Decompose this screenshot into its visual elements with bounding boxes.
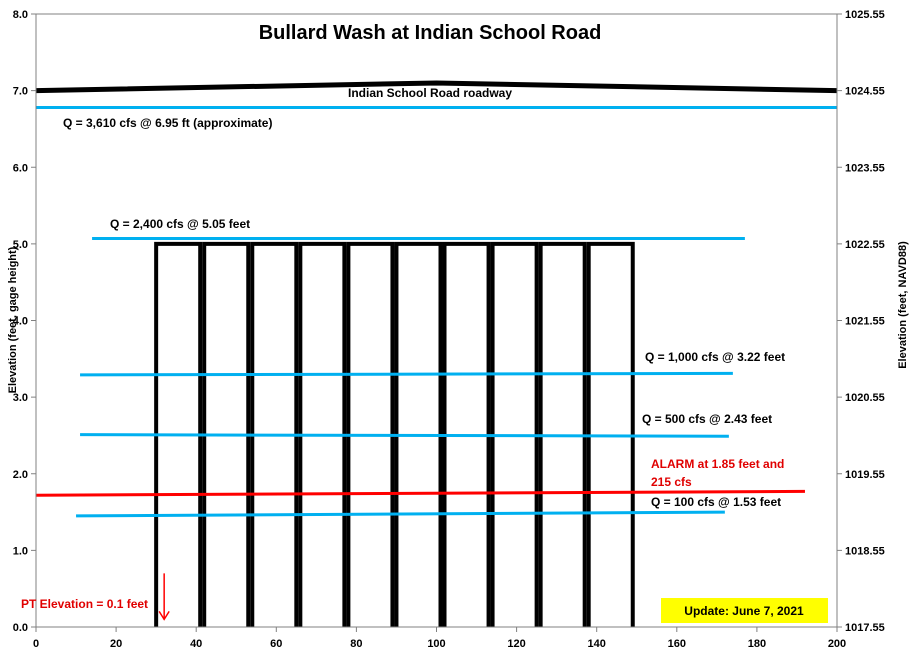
alarm-label-line2: 215 cfs xyxy=(651,475,692,489)
flow-line xyxy=(76,510,725,518)
y-right-tick-label: 1021.55 xyxy=(845,316,885,328)
y-right-tick-label: 1017.55 xyxy=(845,622,885,634)
x-tick-label: 160 xyxy=(668,638,686,650)
y-left-tick-label: 8.0 xyxy=(13,9,28,21)
x-tick-label: 0 xyxy=(33,638,39,650)
y-left-tick-label: 1.0 xyxy=(13,545,28,557)
y-right-tick-label: 1023.55 xyxy=(845,162,885,174)
chart-annotations: Indian School Road roadway Q = 3,610 cfs … xyxy=(21,86,828,623)
y-axis-right-title: Elevation (feet, NAVD88) xyxy=(897,241,909,369)
y-right-tick-label: 1019.55 xyxy=(845,469,885,481)
pt-arrow-head xyxy=(158,610,170,621)
y-left-tick-label: 5.0 xyxy=(13,239,28,251)
y-left-tick-label: 2.0 xyxy=(13,469,28,481)
roadway-label: Indian School Road roadway xyxy=(348,86,512,100)
y-right-tick-label: 1020.55 xyxy=(845,392,885,404)
roadway-line xyxy=(35,80,838,94)
flow-label-3610: Q = 3,610 cfs @ 6.95 ft (approximate) xyxy=(63,116,272,130)
y-axis-left: 0.0 1.0 2.0 3.0 4.0 5.0 6.0 7.0 8.0 xyxy=(13,9,36,634)
flow-label-100: Q = 100 cfs @ 1.53 feet xyxy=(651,495,781,509)
x-tick-label: 200 xyxy=(828,638,846,650)
alarm-label-line1: ALARM at 1.85 feet and xyxy=(651,457,784,471)
y-right-tick-label: 1024.55 xyxy=(845,86,885,98)
x-tick-label: 120 xyxy=(507,638,525,650)
y-right-tick-label: 1018.55 xyxy=(845,545,885,557)
y-left-tick-label: 6.0 xyxy=(13,162,28,174)
flow-line xyxy=(80,371,733,377)
y-axis-right: 1017.55 1018.55 1019.55 1020.55 1021.55 1022.… xyxy=(837,9,885,634)
x-tick-label: 100 xyxy=(427,638,445,650)
x-tick-label: 140 xyxy=(588,638,606,650)
update-badge-text: Update: June 7, 2021 xyxy=(684,604,804,618)
y-left-tick-label: 3.0 xyxy=(13,392,28,404)
flow-line xyxy=(80,433,729,438)
x-tick-label: 80 xyxy=(350,638,362,650)
pt-elevation-label: PT Elevation = 0.1 feet xyxy=(21,597,148,611)
flow-label-500: Q = 500 cfs @ 2.43 feet xyxy=(642,412,772,426)
flow-label-2400: Q = 2,400 cfs @ 5.05 feet xyxy=(110,217,250,231)
update-badge xyxy=(661,598,828,623)
plot-area xyxy=(36,14,837,627)
chart-marks xyxy=(35,80,838,627)
x-axis: 0 20 40 60 80 100 120 140 160 180 200 xyxy=(33,627,846,650)
x-tick-label: 20 xyxy=(110,638,122,650)
y-left-tick-label: 0.0 xyxy=(13,622,28,634)
y-left-tick-label: 4.0 xyxy=(13,316,28,328)
x-tick-label: 180 xyxy=(748,638,766,650)
x-tick-label: 60 xyxy=(270,638,282,650)
y-axis-left-title: Elevation (feet, gage height) xyxy=(7,246,19,393)
y-left-tick-label: 7.0 xyxy=(13,86,28,98)
y-right-tick-label: 1025.55 xyxy=(845,9,885,21)
alarm-line xyxy=(35,489,805,497)
x-tick-label: 40 xyxy=(190,638,202,650)
chart-title: Bullard Wash at Indian School Road xyxy=(259,22,602,44)
y-right-tick-label: 1022.55 xyxy=(845,239,885,251)
flow-label-1000: Q = 1,000 cfs @ 3.22 feet xyxy=(645,350,785,364)
